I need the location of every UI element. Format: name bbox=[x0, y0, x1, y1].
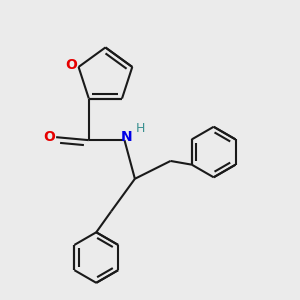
Text: O: O bbox=[43, 130, 55, 144]
Text: O: O bbox=[65, 58, 77, 73]
Text: N: N bbox=[121, 130, 133, 144]
Text: H: H bbox=[136, 122, 146, 135]
